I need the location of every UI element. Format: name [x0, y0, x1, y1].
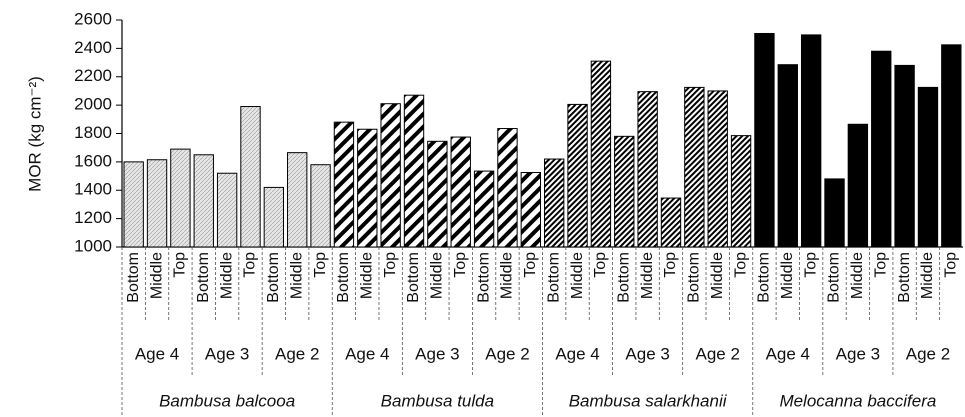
x-tick-label: Bottom — [335, 252, 352, 303]
bar — [380, 103, 401, 248]
bar — [170, 148, 191, 248]
group-label: Age 4 — [345, 344, 389, 363]
series-label: Bambusa balcooa — [159, 391, 295, 410]
bar — [473, 170, 495, 248]
bar — [567, 103, 588, 248]
bar — [357, 128, 378, 248]
bar — [263, 186, 285, 248]
group-label: Age 2 — [695, 344, 739, 363]
bar — [800, 34, 822, 248]
x-tick-label: Middle — [148, 252, 165, 299]
group-label: Age 4 — [766, 344, 810, 363]
bar — [777, 64, 798, 248]
y-tick-label: 1600 — [74, 151, 112, 170]
x-tick-label: Bottom — [265, 252, 282, 303]
x-tick-label: Middle — [429, 252, 446, 299]
bar — [590, 60, 612, 248]
y-tick-label: 1000 — [74, 236, 112, 255]
x-tick-label: Middle — [639, 252, 656, 299]
bar — [637, 91, 658, 248]
bar — [216, 172, 238, 248]
x-tick-label: Middle — [849, 252, 866, 299]
bar — [941, 44, 962, 248]
group-label: Age 4 — [135, 344, 179, 363]
x-tick-label: Middle — [218, 252, 235, 299]
bar — [660, 197, 682, 248]
x-tick-label: Middle — [709, 252, 726, 299]
x-tick-label: Bottom — [195, 252, 212, 303]
x-tick-label: Bottom — [545, 252, 562, 303]
series-label: Bambusa tulda — [381, 391, 494, 410]
x-tick-label: Middle — [499, 252, 516, 299]
x-tick-label: Bottom — [615, 252, 632, 303]
group-label: Age 3 — [836, 344, 880, 363]
group-label: Age 4 — [555, 344, 599, 363]
group-label: Age 3 — [625, 344, 669, 363]
bar — [520, 172, 542, 248]
x-tick-label: Top — [452, 252, 469, 278]
bar — [824, 178, 845, 248]
bar — [917, 86, 939, 248]
x-tick-label: Top — [943, 252, 960, 278]
group-label: Age 3 — [205, 344, 249, 363]
y-axis-label: MOR (kg cm⁻²) — [25, 76, 44, 192]
x-tick-label: Top — [662, 252, 679, 278]
y-tick-label: 2000 — [74, 95, 112, 114]
x-tick-label: Top — [592, 252, 609, 278]
x-tick-label: Bottom — [686, 252, 703, 303]
x-tick-label: Middle — [288, 252, 305, 299]
bar — [497, 128, 518, 248]
x-tick-label: Bottom — [125, 252, 142, 303]
bar — [403, 94, 425, 248]
bar — [146, 159, 168, 248]
group-label: Age 2 — [275, 344, 319, 363]
x-tick-label: Top — [312, 252, 329, 278]
x-tick-label: Bottom — [756, 252, 773, 303]
bar — [193, 154, 214, 248]
bar — [450, 136, 471, 248]
x-tick-label: Top — [242, 252, 259, 278]
y-tick-label: 1800 — [74, 123, 112, 142]
x-tick-label: Middle — [569, 252, 586, 299]
bar — [123, 161, 144, 248]
bar — [707, 90, 728, 248]
x-tick-label: Bottom — [896, 252, 913, 303]
group-label: Age 3 — [415, 344, 459, 363]
bar — [871, 50, 892, 248]
x-tick-label: Top — [382, 252, 399, 278]
y-tick-label: 1400 — [74, 180, 112, 199]
y-tick-label: 2200 — [74, 66, 112, 85]
series-label: Melocanna baccifera — [779, 391, 936, 410]
x-tick-label: Top — [172, 252, 189, 278]
bar — [894, 64, 915, 248]
group-label: Age 2 — [906, 344, 950, 363]
bar — [684, 86, 705, 248]
bar — [754, 32, 775, 248]
bar — [847, 123, 869, 248]
y-tick-label: 1200 — [74, 208, 112, 227]
bar — [730, 135, 752, 248]
bar — [287, 152, 308, 248]
bar — [614, 135, 635, 248]
bar — [240, 106, 261, 248]
x-tick-label: Top — [732, 252, 749, 278]
x-tick-label: Top — [872, 252, 889, 278]
x-tick-label: Middle — [359, 252, 376, 299]
x-tick-label: Top — [522, 252, 539, 278]
y-tick-label: 2400 — [74, 38, 112, 57]
bar — [544, 158, 565, 248]
x-tick-label: Bottom — [475, 252, 492, 303]
bar — [427, 140, 448, 248]
x-tick-label: Middle — [919, 252, 936, 299]
bar — [310, 164, 331, 248]
bar — [333, 121, 355, 248]
y-tick-label: 2600 — [74, 9, 112, 28]
x-tick-label: Bottom — [826, 252, 843, 303]
x-tick-label: Top — [802, 252, 819, 278]
x-tick-label: Middle — [779, 252, 796, 299]
group-label: Age 2 — [485, 344, 529, 363]
series-label: Bambusa salarkhanii — [569, 391, 728, 410]
x-tick-label: Bottom — [405, 252, 422, 303]
